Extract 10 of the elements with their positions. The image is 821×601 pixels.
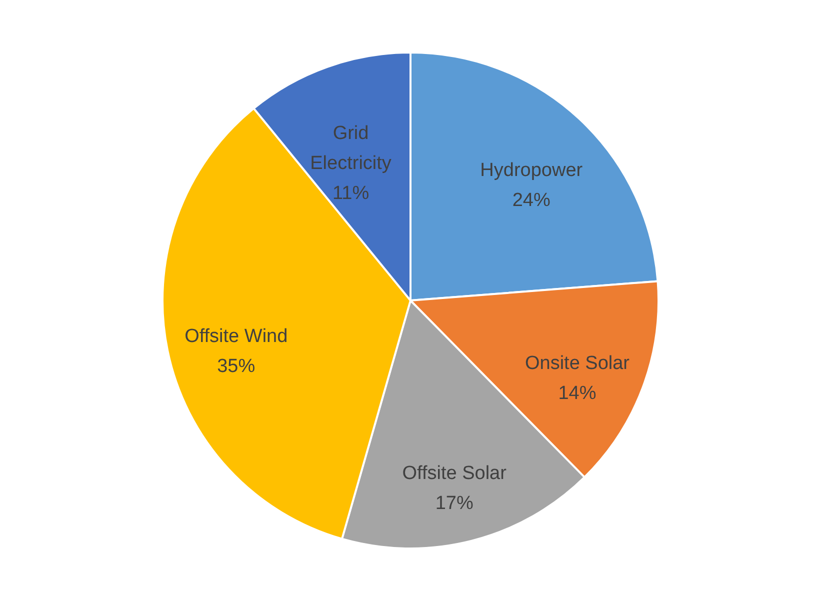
slice-label: Hydropower	[480, 160, 584, 181]
data-label: 24%	[512, 190, 550, 211]
data-label: 11%	[332, 182, 370, 204]
data-label: 14%	[558, 382, 596, 404]
data-label: 17%	[435, 493, 474, 514]
slice-label: Grid Electricity	[310, 122, 392, 174]
slice-label: Onsite Solar	[524, 352, 630, 374]
data-label: 35%	[217, 356, 256, 378]
slice-label: Offsite Solar	[402, 463, 508, 484]
slice-label: Offsite Wind	[184, 326, 288, 348]
